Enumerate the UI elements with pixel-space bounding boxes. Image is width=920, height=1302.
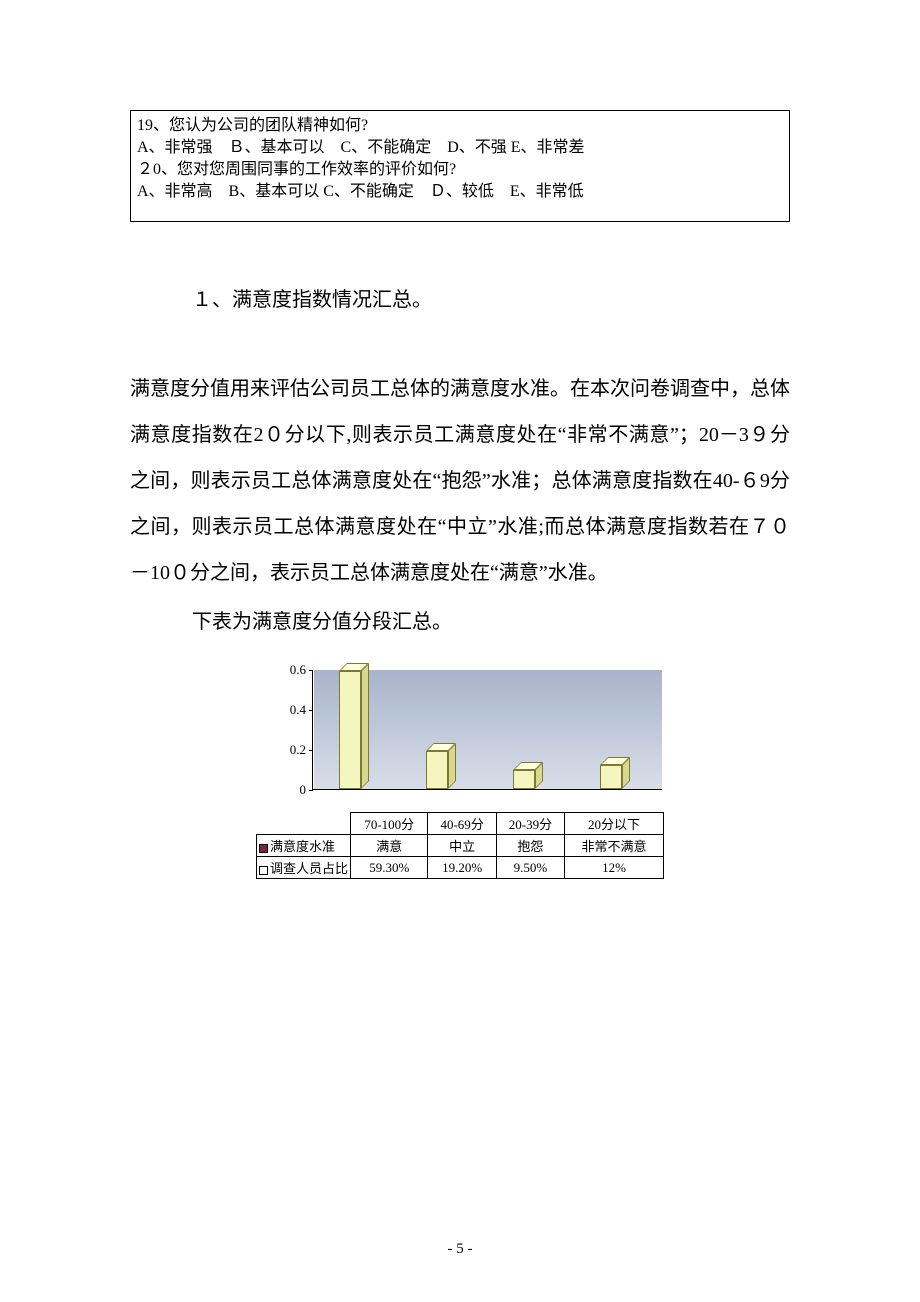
question-box: 19、您认为公司的团队精神如何? A、非常强 Ｂ、基本可以 C、不能确定 D、不…	[130, 110, 790, 222]
table-row-categories: 70-100分 40-69分 20-39分 20分以下	[257, 813, 664, 835]
chart-plot-area: 00.20.40.6	[256, 670, 664, 812]
cat-0: 70-100分	[351, 813, 428, 835]
lvl-2: 抱怨	[496, 835, 564, 857]
table-row-percent: 调查人员占比 59.30% 19.20% 9.50% 12%	[257, 857, 664, 879]
section-heading: １、满意度指数情况汇总。	[192, 282, 790, 318]
lvl-0: 满意	[351, 835, 428, 857]
subtext: 下表为满意度分值分段汇总。	[192, 604, 790, 640]
q20-text: ２0、您对您周围同事的工作效率的评价如何?	[137, 159, 783, 181]
y-tick-label: 0.2	[290, 742, 306, 758]
pct-1: 19.20%	[428, 857, 496, 879]
pct-2: 9.50%	[496, 857, 564, 879]
chart-container: 00.20.40.6 70-100分 40-69分 20-39分 20分以下 满…	[256, 670, 664, 879]
plot	[312, 670, 662, 790]
table-row-level: 满意度水准 满意 中立 抱怨 非常不满意	[257, 835, 664, 857]
pct-0: 59.30%	[351, 857, 428, 879]
q19-text: 19、您认为公司的团队精神如何?	[137, 115, 783, 137]
bar	[339, 663, 369, 789]
row2-header: 调查人员占比	[257, 857, 351, 879]
bar	[600, 757, 630, 789]
a19-text: A、非常强 Ｂ、基本可以 C、不能确定 D、不强 E、非常差	[137, 137, 783, 159]
body-paragraph: 满意度分值用来评估公司员工总体的满意度水准。在本次问卷调查中，总体满意度指数在2…	[130, 366, 790, 596]
swatch-level	[259, 844, 268, 853]
data-table: 70-100分 40-69分 20-39分 20分以下 满意度水准 满意 中立 …	[256, 812, 664, 879]
y-tick-label: 0.4	[290, 702, 306, 718]
page-number: - 5 -	[0, 1241, 920, 1258]
y-tick-label: 0.6	[290, 662, 306, 678]
y-axis: 00.20.40.6	[256, 670, 310, 792]
cat-1: 40-69分	[428, 813, 496, 835]
row1-header: 满意度水准	[257, 835, 351, 857]
bar	[513, 762, 543, 789]
cat-3: 20分以下	[565, 813, 664, 835]
cat-2: 20-39分	[496, 813, 564, 835]
swatch-percent	[259, 866, 268, 875]
lvl-1: 中立	[428, 835, 496, 857]
bar	[426, 743, 456, 789]
pct-3: 12%	[565, 857, 664, 879]
bars-group	[313, 670, 662, 789]
lvl-3: 非常不满意	[565, 835, 664, 857]
a20-text: A、非常高 B、基本可以 C、不能确定 Ｄ、较低 E、非常低	[137, 181, 783, 203]
y-tick-label: 0	[300, 782, 307, 798]
